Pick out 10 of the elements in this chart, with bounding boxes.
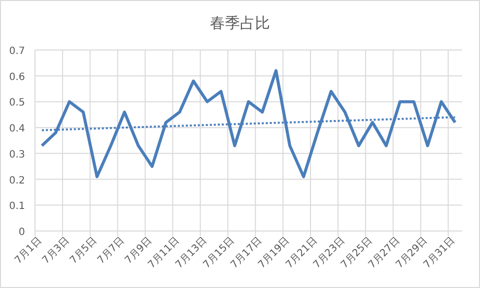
y-tick-label: 0.2 [9,175,25,186]
y-tick-label: 0.6 [9,72,25,83]
y-tick-label: 0.1 [9,201,25,212]
y-tick-label: 0.3 [9,149,25,160]
y-tick-label: 0.4 [9,124,25,135]
y-tick-label: 0 [18,227,25,238]
y-tick-label: 0.7 [9,46,25,57]
line-series [40,69,457,178]
chart-title: 春季占比 [210,14,270,32]
y-tick-label: 0.5 [9,98,25,109]
